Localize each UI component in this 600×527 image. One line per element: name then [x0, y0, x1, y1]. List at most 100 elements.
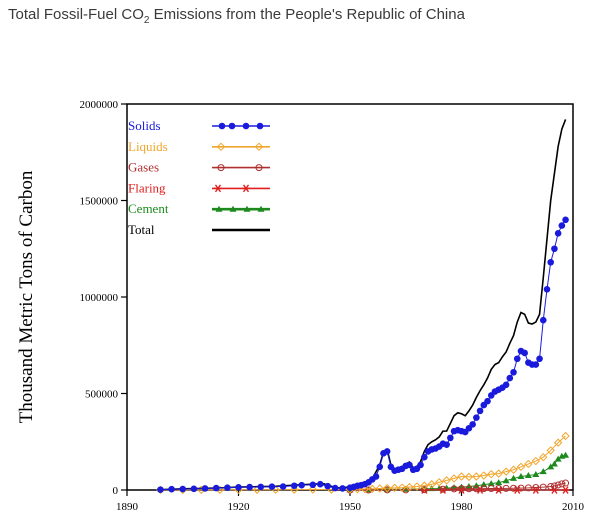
series-total: [160, 119, 567, 491]
data-point-liquids: [531, 456, 541, 466]
data-point-gases: [550, 482, 558, 490]
data-point-liquids: [494, 469, 503, 478]
data-point-cement: [517, 472, 525, 479]
x-tick-label: 1890: [116, 501, 139, 513]
legend-marker-liquids: [216, 142, 226, 152]
legend-label-total: Total: [128, 222, 155, 237]
legend-marker-cement: [243, 205, 251, 212]
data-point-cement: [480, 481, 488, 488]
data-point-gases: [487, 485, 495, 493]
data-point-gases: [547, 483, 555, 491]
data-point-cement: [532, 471, 540, 478]
data-point-solids: [298, 481, 305, 489]
data-point-liquids: [487, 469, 496, 479]
data-point-liquids: [290, 485, 299, 494]
data-point-solids: [513, 355, 521, 363]
data-point-solids: [290, 482, 298, 490]
data-point-solids: [309, 481, 317, 489]
data-point-solids: [212, 484, 220, 492]
data-point-cement: [524, 472, 532, 479]
data-point-solids: [476, 407, 484, 415]
data-point-gases: [480, 485, 488, 493]
data-point-solids: [562, 216, 569, 224]
data-point-gases: [558, 480, 566, 488]
data-point-gases: [539, 483, 547, 491]
legend-marker-gases: [255, 164, 263, 172]
data-point-solids: [502, 381, 510, 389]
data-point-solids: [506, 374, 514, 382]
data-point-solids: [547, 258, 554, 266]
data-point-cement: [550, 460, 558, 467]
data-point-flaring: [513, 486, 522, 494]
legend-marker-cement: [257, 205, 265, 212]
data-point-solids: [532, 361, 540, 368]
data-point-liquids: [479, 471, 489, 480]
data-point-liquids: [449, 474, 459, 483]
data-point-solids: [316, 480, 324, 488]
data-point-solids: [406, 461, 413, 469]
x-tick-label: 2010: [562, 501, 585, 513]
data-point-gases: [562, 479, 570, 487]
data-point-solids: [372, 473, 380, 480]
data-point-solids: [539, 316, 547, 324]
data-point-solids: [383, 448, 391, 455]
data-point-liquids: [382, 483, 392, 493]
data-point-solids: [179, 485, 187, 493]
legend-marker-flaring: [214, 184, 222, 193]
data-point-solids: [224, 484, 231, 491]
data-point-gases: [383, 486, 391, 494]
legend-marker-flaring: [242, 184, 250, 193]
data-point-gases: [439, 485, 447, 493]
data-point-solids: [484, 397, 491, 405]
data-point-gases: [502, 484, 510, 492]
x-tick-label: 1950: [339, 501, 362, 513]
data-point-solids: [201, 485, 209, 492]
y-tick-label: 0: [113, 485, 119, 497]
data-point-liquids: [375, 484, 384, 493]
data-point-solids: [551, 245, 558, 253]
data-point-liquids: [427, 480, 436, 489]
data-point-cement: [510, 474, 518, 481]
data-point-gases: [554, 481, 562, 489]
data-point-gases: [465, 485, 473, 493]
data-point-liquids: [405, 482, 414, 492]
data-point-liquids: [524, 459, 533, 469]
data-point-liquids: [420, 481, 429, 490]
x-tick-label: 1920: [228, 501, 251, 513]
legend-label-gases: Gases: [128, 160, 159, 175]
data-point-liquids: [539, 452, 548, 462]
data-point-liquids: [397, 483, 407, 492]
data-point-gases: [532, 483, 540, 491]
data-point-liquids: [501, 467, 511, 476]
data-point-gases: [472, 485, 480, 493]
data-point-solids: [421, 453, 428, 461]
data-point-solids: [331, 484, 339, 492]
data-point-cement: [502, 477, 510, 484]
plot-frame: [126, 103, 574, 491]
data-point-liquids: [546, 446, 555, 455]
data-point-gases: [510, 484, 518, 492]
data-point-liquids: [553, 438, 563, 447]
data-point-flaring: [561, 486, 570, 494]
data-point-solids: [268, 483, 276, 491]
data-point-liquids: [464, 472, 474, 482]
series-solids: [157, 216, 569, 493]
data-point-solids: [190, 485, 198, 493]
data-point-solids: [558, 222, 566, 229]
data-point-gases: [420, 486, 428, 494]
data-point-solids: [469, 421, 476, 428]
data-point-liquids: [308, 485, 318, 494]
data-point-solids: [417, 461, 424, 469]
data-point-solids: [376, 463, 384, 471]
data-point-liquids: [442, 476, 451, 485]
legend-marker-solids: [256, 122, 264, 130]
data-point-cement: [487, 480, 495, 487]
data-point-solids: [257, 483, 265, 491]
data-point-solids: [443, 441, 450, 448]
y-axis-label: Thousand Metric Tons of Carbon: [16, 170, 37, 423]
series-liquids: [156, 431, 570, 495]
y-tick-label: 2000000: [80, 99, 119, 111]
data-point-liquids: [509, 465, 518, 474]
data-point-gases: [495, 484, 503, 492]
data-point-solids: [536, 355, 543, 363]
